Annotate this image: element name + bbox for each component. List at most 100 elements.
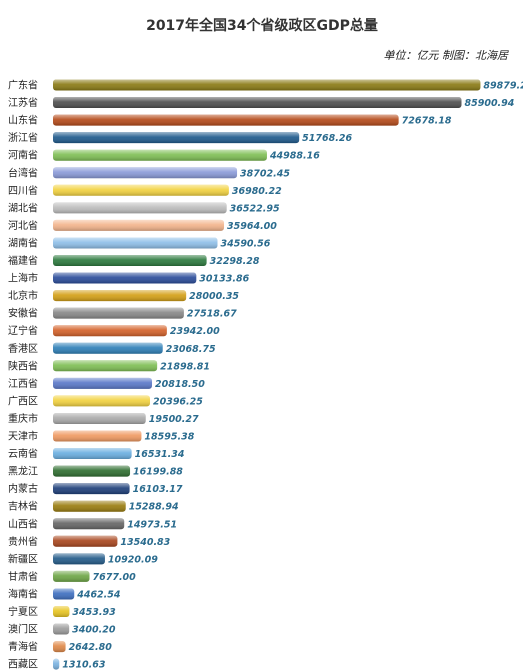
value-label: 36522.95 <box>230 203 280 214</box>
value-label: 19500.27 <box>149 414 199 425</box>
value-label: 20396.25 <box>153 396 203 407</box>
bar-gloss <box>53 430 142 442</box>
category-label: 浙江省 <box>8 131 38 144</box>
value-label: 23942.00 <box>170 326 220 337</box>
bar-gloss <box>53 377 153 389</box>
bar-gloss <box>53 570 90 582</box>
value-label: 21898.81 <box>160 361 210 372</box>
category-label: 河南省 <box>8 149 38 162</box>
bar-gloss <box>53 219 225 231</box>
value-label: 1310.63 <box>62 660 106 671</box>
category-label: 云南省 <box>8 447 38 460</box>
category-label: 天津市 <box>8 430 38 443</box>
value-label: 34590.56 <box>220 238 270 249</box>
bar-gloss <box>53 658 60 670</box>
category-label: 湖南省 <box>8 236 38 249</box>
bar-gloss <box>53 518 125 530</box>
category-label: 青海省 <box>8 640 38 653</box>
bar-gloss <box>53 132 300 144</box>
bar-gloss <box>53 325 167 337</box>
bar-gloss <box>53 167 238 179</box>
value-label: 10920.09 <box>108 554 158 565</box>
category-label: 海南省 <box>8 587 38 600</box>
bar-gloss <box>53 342 163 354</box>
category-label: 辽宁省 <box>8 324 38 337</box>
value-label: 27518.67 <box>187 309 237 320</box>
bar-gloss <box>53 184 229 196</box>
category-label: 陕西省 <box>8 359 38 372</box>
category-label: 山西省 <box>8 517 38 530</box>
bar-gloss <box>53 360 158 372</box>
value-label: 23068.75 <box>166 344 216 355</box>
value-label: 16531.34 <box>135 449 185 460</box>
value-label: 51768.26 <box>302 133 352 144</box>
value-label: 28000.35 <box>189 291 239 302</box>
value-label: 89879.23 <box>483 81 523 92</box>
category-label: 河北省 <box>8 219 38 232</box>
category-label: 吉林省 <box>8 500 38 513</box>
value-label: 13540.83 <box>120 537 170 548</box>
value-label: 85900.94 <box>465 98 515 109</box>
category-label: 台湾省 <box>8 166 38 179</box>
bar-gloss <box>53 290 187 302</box>
bar-gloss <box>53 483 130 495</box>
category-label: 贵州省 <box>8 535 38 548</box>
category-label: 宁夏区 <box>8 605 38 618</box>
value-label: 36980.22 <box>232 186 282 197</box>
bar-gloss <box>53 412 146 424</box>
category-label: 江西省 <box>8 377 38 390</box>
value-label: 7677.00 <box>93 572 137 583</box>
bar-gloss <box>53 79 481 91</box>
bar-gloss <box>53 641 66 653</box>
category-label: 内蒙古 <box>8 482 38 495</box>
category-label: 北京市 <box>8 289 38 302</box>
value-label: 38702.45 <box>240 168 290 179</box>
bar-gloss <box>53 606 70 617</box>
category-label: 安徽省 <box>8 307 38 320</box>
bar-gloss <box>53 553 105 565</box>
value-label: 72678.18 <box>402 116 452 127</box>
category-label: 上海市 <box>8 272 38 285</box>
value-label: 35964.00 <box>227 221 277 232</box>
bar-gloss <box>53 535 118 547</box>
category-label: 广东省 <box>8 79 38 92</box>
value-label: 15288.94 <box>129 502 179 513</box>
category-label: 湖北省 <box>8 201 38 214</box>
category-label: 广西区 <box>8 395 38 407</box>
bar-gloss <box>53 588 75 600</box>
bar-gloss <box>53 97 462 109</box>
category-label: 江苏省 <box>8 96 38 109</box>
category-label: 重庆市 <box>8 412 38 425</box>
bar-gloss <box>53 202 227 214</box>
bar-gloss <box>53 448 132 460</box>
bar-gloss <box>53 395 150 407</box>
bar-gloss <box>53 114 399 126</box>
category-label: 甘肃省 <box>8 570 38 583</box>
value-label: 3400.20 <box>72 625 116 636</box>
value-label: 44988.16 <box>269 151 320 162</box>
value-label: 18595.38 <box>144 432 194 443</box>
value-label: 14973.51 <box>127 519 177 530</box>
bar-gloss <box>53 272 197 284</box>
category-label: 山东省 <box>8 114 38 127</box>
category-label: 四川省 <box>8 184 38 197</box>
value-label: 20818.50 <box>155 379 205 390</box>
bar-gloss <box>53 149 267 161</box>
category-label: 新疆区 <box>8 552 38 565</box>
category-label: 西藏区 <box>8 659 38 671</box>
bar-group: 广东省 89879.23 江苏省 85900.94 山东省 72678.18 浙江省 5176… <box>8 79 523 671</box>
bar-gloss <box>53 237 218 249</box>
bar-gloss <box>53 623 70 635</box>
value-label: 32298.28 <box>210 256 260 267</box>
category-label: 澳门区 <box>8 623 38 636</box>
value-label: 30133.86 <box>199 274 249 285</box>
value-label: 4462.54 <box>76 589 121 600</box>
bar-gloss <box>53 465 131 477</box>
category-label: 黑龙江 <box>8 465 38 478</box>
value-label: 16199.88 <box>133 467 183 478</box>
category-label: 香港区 <box>8 343 38 355</box>
bar-gloss <box>53 255 207 266</box>
chart-subtitle: 单位：亿元 制图：北海居 <box>384 49 509 62</box>
category-label: 福建省 <box>8 254 38 267</box>
